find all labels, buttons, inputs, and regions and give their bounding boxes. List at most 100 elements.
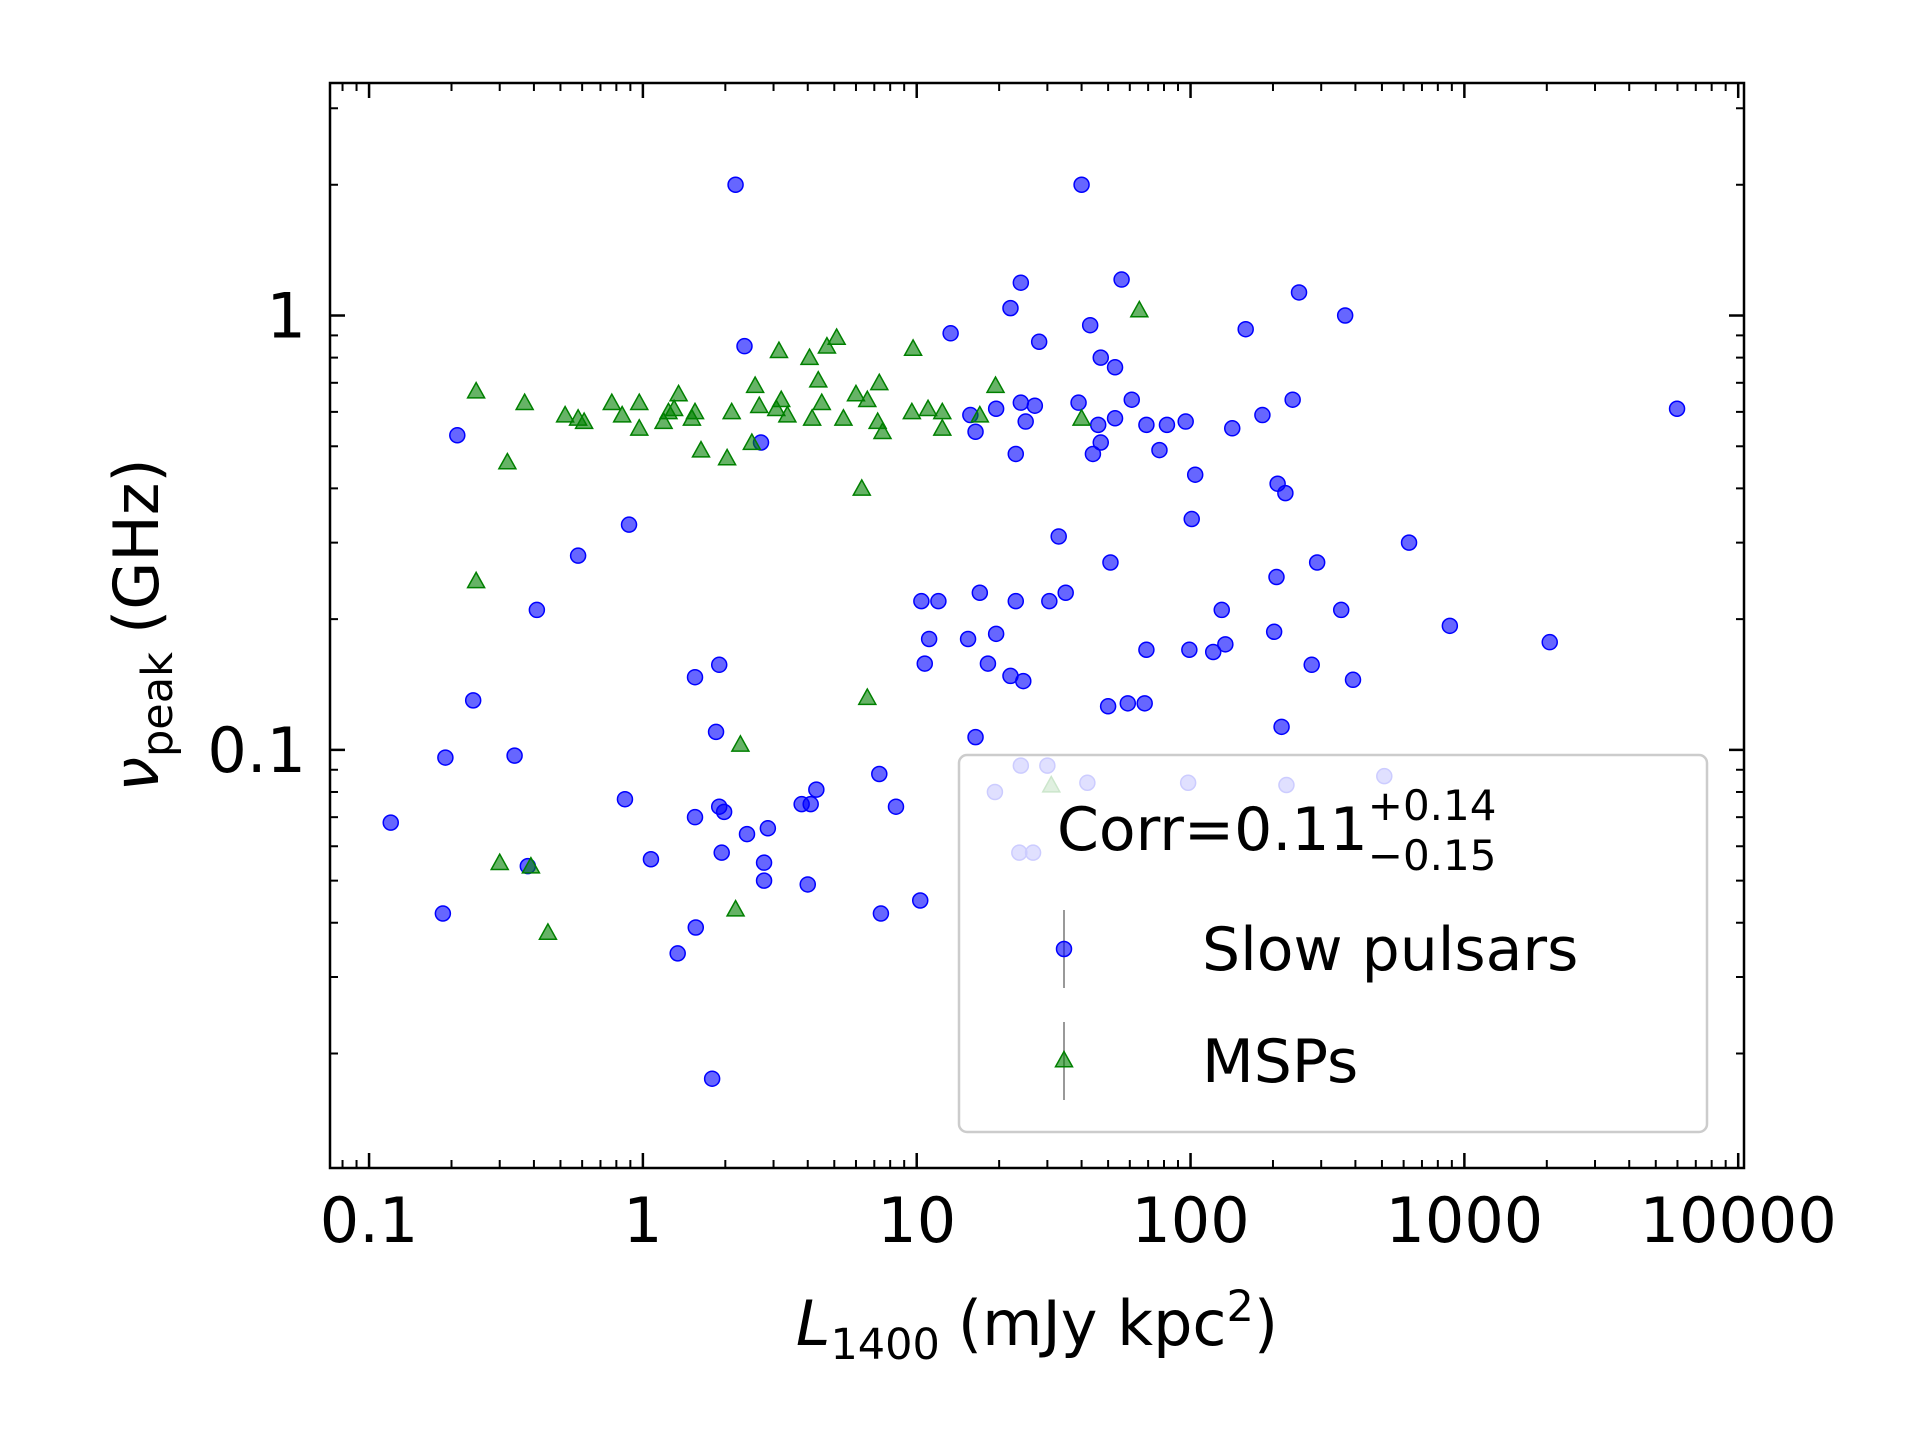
data-point [1092, 434, 1110, 451]
data-point [967, 423, 984, 441]
data-point [755, 872, 773, 889]
y-axis-label: νpeak (GHz) [100, 458, 183, 791]
data-point [826, 327, 847, 346]
data-point [872, 905, 890, 922]
data-point [691, 440, 711, 458]
data-point [710, 656, 728, 674]
data-point [506, 747, 523, 764]
legend-label: Slow pulsars [1202, 915, 1578, 985]
data-point [1012, 394, 1030, 411]
data-point [851, 478, 872, 496]
data-point [1084, 445, 1102, 463]
data-point [616, 790, 634, 808]
series [466, 299, 1150, 940]
data-point [911, 892, 929, 909]
data-point [653, 411, 674, 430]
data-point [686, 668, 704, 686]
data-point [802, 408, 822, 426]
data-point [769, 340, 789, 359]
correlation-annotation: Corr=0.11+0.14 −0.15 [1057, 781, 1496, 880]
series [382, 176, 1686, 1087]
data-point [1050, 528, 1067, 545]
data-point [1113, 271, 1130, 288]
data-point [971, 584, 989, 602]
data-point [669, 945, 686, 962]
data-point [1081, 316, 1099, 334]
data-point [1007, 445, 1025, 463]
data-point [629, 392, 650, 411]
x-tick-label: 10000 [1640, 1184, 1837, 1257]
data-point [833, 408, 854, 426]
data-point [555, 405, 575, 423]
data-point [1273, 718, 1290, 736]
data-point [528, 601, 546, 619]
data-point [967, 728, 984, 746]
y-tick-label: 0.1 [207, 714, 306, 787]
data-point [903, 338, 923, 356]
data-point [932, 418, 953, 436]
data-point [857, 389, 878, 408]
data-point [808, 781, 825, 798]
data-point [1344, 671, 1362, 689]
data-point [745, 375, 765, 394]
data-point [1015, 672, 1032, 690]
data-point [1007, 592, 1025, 610]
data-point [766, 398, 787, 417]
x-tick-label: 1 [623, 1184, 662, 1257]
data-point [1213, 601, 1230, 619]
data-point [569, 547, 587, 564]
data-point [1041, 592, 1058, 610]
data-point [902, 401, 922, 420]
data-point [1254, 406, 1271, 424]
data-point [808, 370, 829, 388]
data-point [1106, 359, 1124, 376]
data-point [887, 798, 905, 815]
data-point [970, 405, 990, 423]
legend: Corr=0.11+0.14 −0.15 Slow pulsars MSPs [957, 753, 1709, 1134]
data-point [1265, 623, 1283, 641]
data-point [717, 447, 737, 466]
data-point [1026, 397, 1044, 414]
data-point [987, 625, 1005, 643]
data-point [1668, 400, 1686, 418]
data-point [629, 418, 650, 436]
data-point [985, 375, 1006, 394]
data-point [1071, 408, 1092, 426]
data-point [1138, 641, 1155, 659]
data-point [1268, 568, 1285, 586]
y-label-unit: (GHz) [100, 458, 173, 634]
data-point [1441, 617, 1459, 635]
data-point [489, 852, 510, 871]
data-point [799, 876, 817, 893]
data-point [736, 337, 753, 355]
data-point [1123, 391, 1141, 408]
data-point [1017, 413, 1034, 430]
data-point [703, 1070, 721, 1087]
data-point [642, 851, 660, 868]
data-point [730, 734, 751, 752]
data-point [738, 825, 756, 843]
x-axis-label: L1400 (mJy kpc2) [796, 1282, 1278, 1370]
data-point [715, 803, 733, 821]
data-point [466, 570, 486, 589]
x-label-close: ) [1254, 1287, 1278, 1360]
data-point [749, 395, 770, 414]
data-point [721, 401, 742, 420]
data-point [1223, 420, 1241, 437]
x-tick-label: 10 [877, 1184, 956, 1257]
data-point [1284, 391, 1301, 408]
data-point [727, 176, 744, 194]
data-point [872, 421, 893, 440]
data-point [1290, 284, 1308, 301]
data-point [1106, 410, 1124, 427]
plot-area [382, 176, 1686, 1087]
x-label-subscript: 1400 [830, 1320, 939, 1370]
data-point [1183, 510, 1200, 528]
data-point [817, 336, 837, 354]
data-point [1237, 320, 1254, 338]
x-tick-label: 100 [1131, 1184, 1249, 1257]
data-point [1277, 484, 1294, 502]
